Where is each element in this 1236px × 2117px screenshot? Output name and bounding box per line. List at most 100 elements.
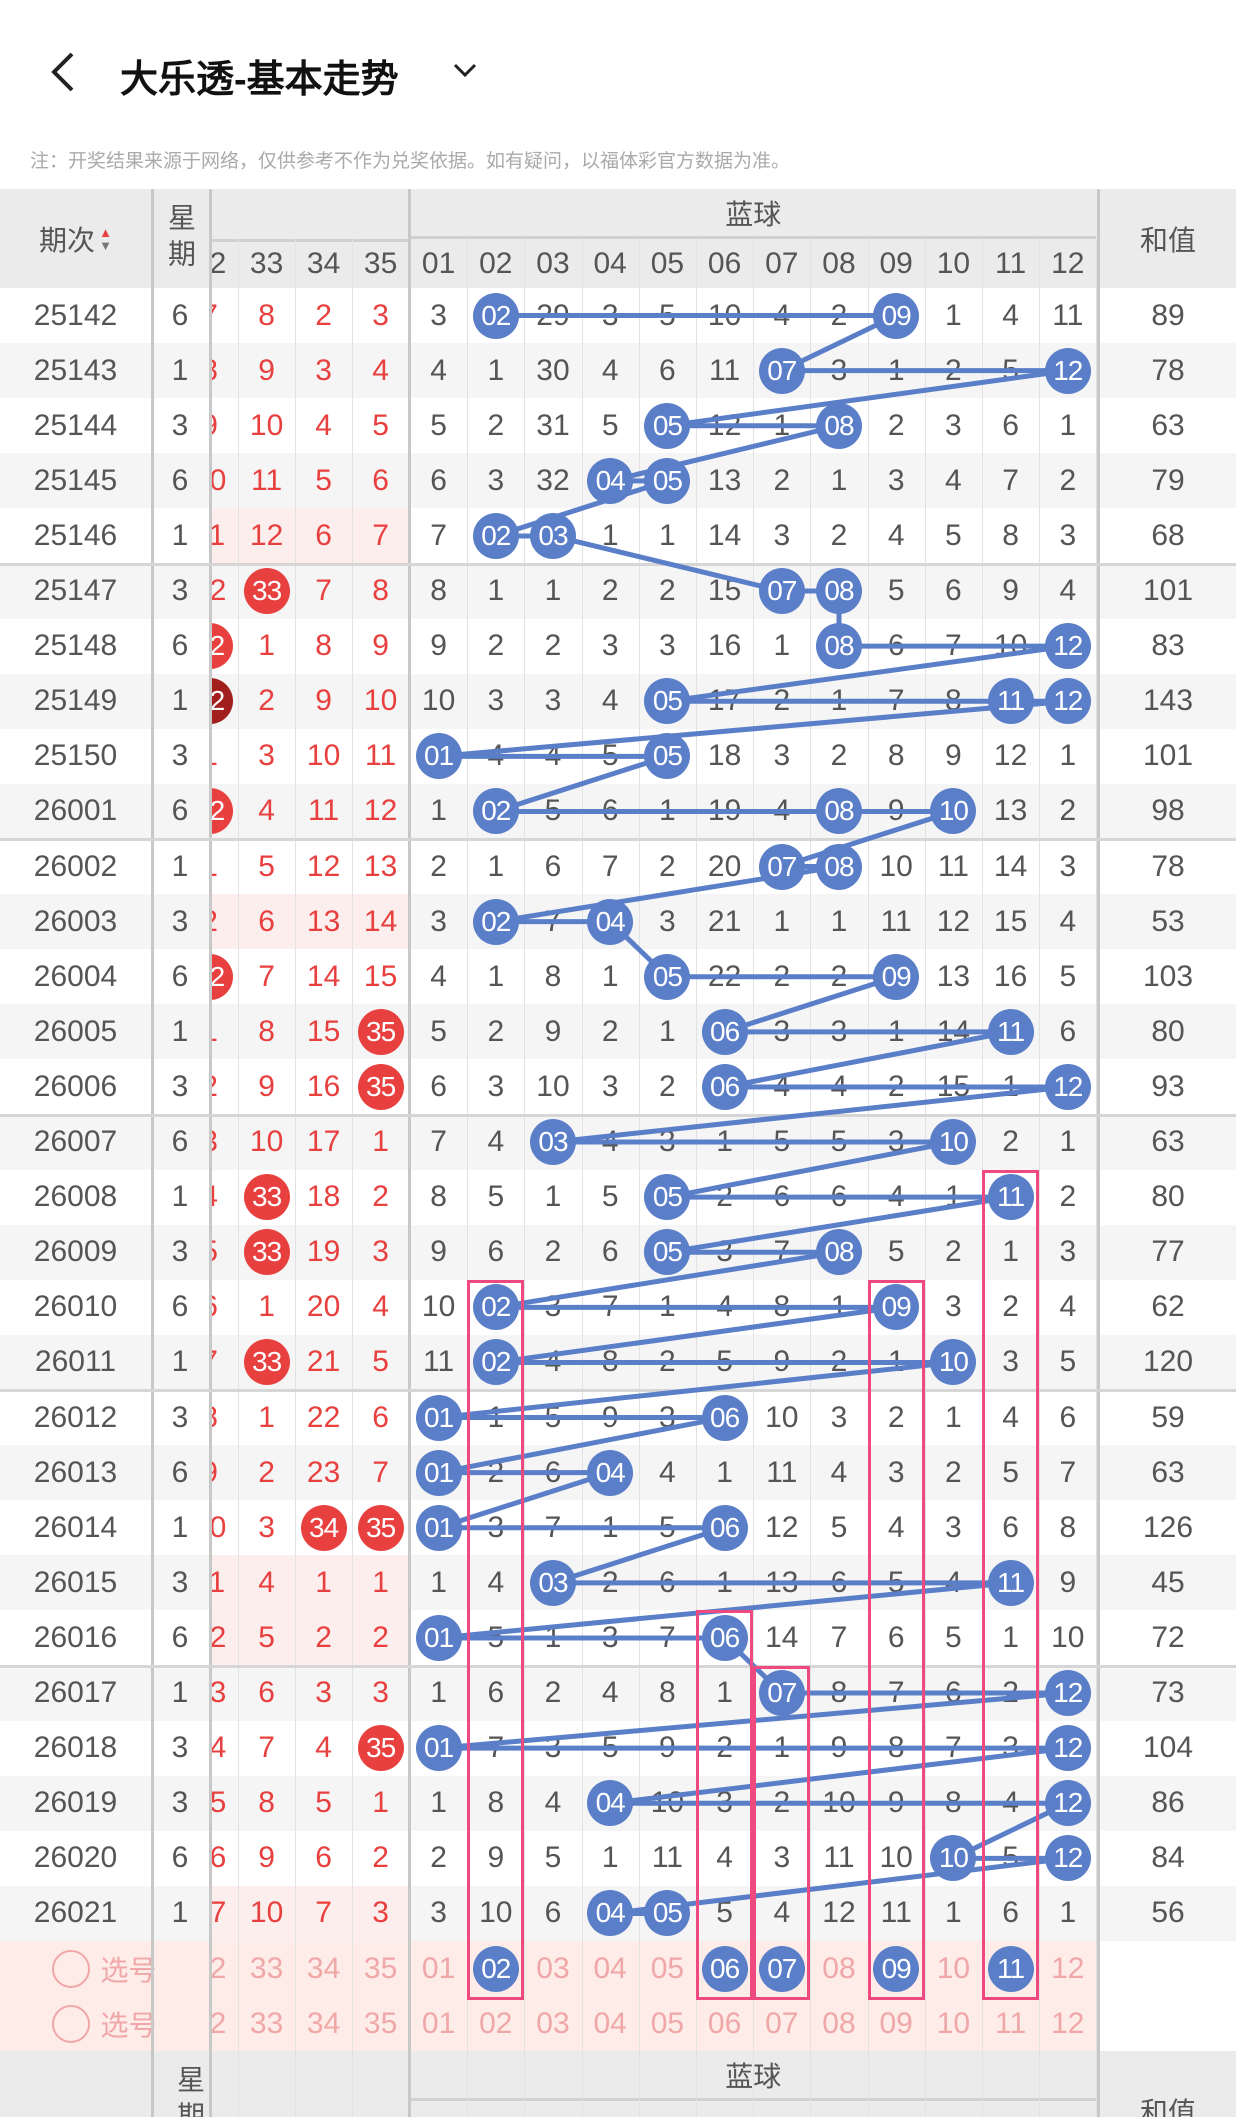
pick-front-number[interactable]: 35 (363, 1951, 398, 1985)
pick-blue-number[interactable]: 03 (536, 2006, 570, 2040)
blue-cell: 2 (659, 849, 676, 883)
pick-blue-number[interactable]: 06 (696, 1941, 753, 1996)
blue-cell: 01 (410, 729, 467, 784)
blue-cell: 10 (925, 1115, 982, 1170)
blue-ball: 11 (987, 1559, 1034, 1606)
pick-blue-number[interactable]: 10 (936, 1951, 971, 1985)
front-cell: 2 (372, 1841, 389, 1875)
front-cell: 5 (372, 1345, 389, 1379)
blue-ball: 11 (987, 678, 1034, 725)
blue-ball: 03 (529, 1119, 576, 1166)
blue-cell: 4 (430, 959, 447, 993)
pick-front-number[interactable]: 35 (363, 2006, 398, 2040)
pick-front-number[interactable]: 34 (306, 1951, 341, 1985)
front-col-header-33: 33 (249, 246, 284, 280)
pick-front-number[interactable]: 34 (306, 2006, 341, 2040)
blue-cell: 11 (423, 1345, 455, 1379)
pick-blue-number[interactable]: 09 (879, 2006, 913, 2040)
pick-blue-number[interactable]: 02 (479, 2006, 513, 2040)
pick-blue-number[interactable]: 05 (650, 2006, 685, 2040)
blue-ball: 05 (644, 678, 691, 725)
pick-front-number[interactable]: 33 (249, 1951, 284, 1985)
weekday-cell: 1 (171, 684, 189, 718)
group-divider (0, 562, 1236, 566)
pick-blue-number[interactable]: 02 (467, 1941, 524, 1996)
blue-cell: 12 (993, 739, 1028, 773)
sum-cell: 103 (1142, 959, 1194, 993)
blue-cell: 4 (430, 353, 447, 387)
weekday-cell: 1 (171, 1896, 189, 1930)
pick-blue-number[interactable]: 01 (421, 2006, 456, 2040)
blue-cell: 08 (810, 398, 867, 453)
front-cell: 8 (258, 1014, 275, 1048)
pick-blue-number[interactable]: 10 (936, 2006, 971, 2040)
front-cell: 33 (238, 1335, 295, 1390)
pick-blue-number[interactable]: 08 (822, 2006, 856, 2040)
blue-cell: 3 (430, 298, 447, 332)
radio-circle-icon[interactable] (52, 2004, 91, 2043)
pick-blue-number[interactable]: 04 (593, 2006, 627, 2040)
front-cell: 10 (363, 684, 398, 718)
period-cell: 26005 (33, 1014, 118, 1048)
front-cell: 19 (306, 1235, 341, 1269)
grid-line (1096, 239, 1098, 2117)
pick-blue-number[interactable]: 11 (995, 2006, 1027, 2040)
pick-blue-number[interactable]: 07 (765, 2006, 799, 2040)
front-cell: 13 (363, 849, 398, 883)
selected-blue-ball[interactable]: 02 (472, 1945, 519, 1992)
front-cell: 8 (372, 574, 389, 608)
blue-cell: 10 (879, 1841, 913, 1875)
blue-cell: 8 (430, 1180, 447, 1214)
pick-blue-number[interactable]: 07 (753, 1941, 810, 1996)
pick-front-number[interactable]: 33 (249, 2006, 284, 2040)
pick-front-number[interactable]: 32 (209, 1951, 227, 1985)
selected-blue-ball[interactable]: 11 (987, 1945, 1034, 1992)
blue-cell: 08 (810, 564, 867, 619)
blue-cell: 11 (651, 1841, 683, 1875)
pick-blue-number[interactable]: 08 (822, 1951, 856, 1985)
period-header[interactable]: 期次 ▲ ▼ (0, 189, 151, 288)
pick-blue-number[interactable]: 09 (868, 1941, 925, 1996)
red-ball: 33 (243, 1339, 290, 1386)
selected-blue-ball[interactable]: 07 (758, 1945, 805, 1992)
pick-blue-number[interactable]: 11 (982, 1941, 1039, 1996)
pick-blue-number[interactable]: 03 (536, 1951, 570, 1985)
highlight-box-11 (982, 1169, 1040, 2001)
blue-cell: 4 (487, 1125, 505, 1159)
back-chevron-left-icon[interactable] (44, 50, 84, 94)
pick-blue-number[interactable]: 05 (650, 1951, 685, 1985)
selected-blue-ball[interactable]: 06 (701, 1945, 748, 1992)
pick-blue-number[interactable]: 01 (421, 1951, 456, 1985)
chevron-down-icon[interactable] (450, 58, 480, 82)
blue-cell: 04 (582, 1886, 639, 1941)
pick-blue-number[interactable]: 04 (593, 1951, 627, 1985)
sum-header: 和值 (1100, 189, 1236, 288)
front-cell: 22 (306, 1400, 341, 1434)
pick-blue-number[interactable]: 06 (707, 2006, 742, 2040)
blue-ball: 04 (587, 1780, 634, 1827)
blue-cell: 07 (753, 343, 810, 398)
front-cell: 10 (249, 408, 284, 442)
pick-row-selector[interactable]: 选号 (0, 1996, 209, 2051)
front-shaded-band (209, 1555, 410, 1611)
blue-cell: 1 (659, 518, 676, 552)
selected-blue-ball[interactable]: 09 (873, 1945, 920, 1992)
table-row (0, 949, 1236, 1005)
blue-col-header-09: 09 (879, 246, 913, 280)
blue-cell: 13 (993, 794, 1028, 828)
radio-circle-icon[interactable] (52, 1949, 91, 1988)
weekday-cell: 3 (171, 1565, 189, 1599)
blue-cell: 6 (1002, 408, 1019, 442)
pick-row-selector[interactable]: 选号 (0, 1941, 209, 1996)
front-cell: 5 (315, 463, 332, 497)
blue-cell: 05 (639, 1886, 696, 1941)
sort-icon[interactable]: ▲ ▼ (99, 224, 112, 253)
blue-ball: 02 (472, 898, 519, 945)
pick-blue-number[interactable]: 12 (1051, 1951, 1085, 1985)
blue-cell: 11 (982, 1004, 1039, 1059)
period-label: 期次 (39, 224, 96, 256)
pick-front-number[interactable]: 32 (209, 2006, 227, 2040)
pick-blue-number[interactable]: 12 (1051, 2006, 1085, 2040)
blue-cell: 9 (1002, 574, 1019, 608)
blue-cell: 11 (982, 1170, 1039, 1225)
